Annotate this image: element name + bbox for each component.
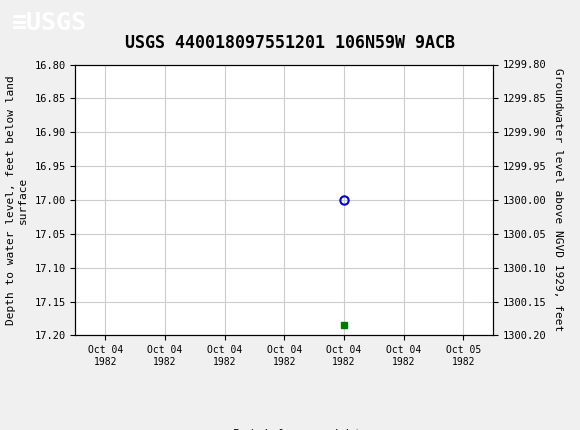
Y-axis label: Groundwater level above NGVD 1929, feet: Groundwater level above NGVD 1929, feet (553, 68, 563, 332)
Legend: Period of approved data: Period of approved data (197, 424, 371, 430)
Text: USGS 440018097551201 106N59W 9ACB: USGS 440018097551201 106N59W 9ACB (125, 34, 455, 52)
Y-axis label: Depth to water level, feet below land
surface: Depth to water level, feet below land su… (6, 75, 27, 325)
Text: ≡USGS: ≡USGS (12, 11, 86, 34)
